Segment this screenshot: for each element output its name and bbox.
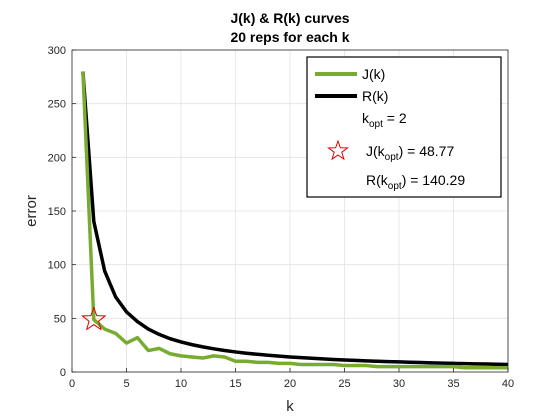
ticks: 0 5 10 15 20 25 30 35 40 0 50 100 150 200 250 300 — [48, 45, 514, 390]
chart-title-line-1: J(k) & R(k) curves — [230, 10, 349, 26]
kopt-sub: opt — [369, 119, 383, 130]
y-tick-label: 0 — [60, 367, 66, 379]
rk-value: ) = 140.29 — [402, 172, 466, 188]
jk-sub: opt — [385, 152, 399, 163]
y-tick-label: 300 — [48, 45, 66, 57]
legend-rk: R(kopt) = 140.29 — [366, 172, 465, 192]
legend-label-j: J(k) — [362, 66, 385, 82]
jk-value: ) = 48.77 — [399, 143, 455, 159]
y-axis-label: error — [23, 195, 40, 227]
x-tick-label: 5 — [123, 378, 129, 390]
kopt-prefix: k — [362, 110, 370, 126]
x-tick-label: 0 — [69, 378, 75, 390]
legend-box — [306, 56, 502, 198]
series-line-j — [81, 71, 508, 370]
rk-sub: opt — [388, 181, 402, 192]
y-tick-label: 200 — [48, 152, 66, 164]
x-tick-label: 40 — [502, 378, 514, 390]
marker-layer — [81, 306, 107, 331]
x-tick-label: 20 — [284, 378, 296, 390]
legend-label-r: R(k) — [362, 88, 388, 104]
rk-prefix: R(k — [366, 172, 389, 188]
legend-jk: J(kopt) = 48.77 — [366, 143, 454, 163]
series-line-r — [81, 71, 509, 367]
y-tick-label: 50 — [54, 313, 66, 325]
legend: J(k) R(k) kopt = 2 J(kopt) = 48.77 R(kop… — [306, 56, 502, 198]
y-tick-label: 250 — [48, 99, 66, 111]
optimum-star-marker — [81, 306, 107, 331]
legend-kopt: kopt = 2 — [362, 110, 407, 130]
x-tick-label: 15 — [229, 378, 241, 390]
kopt-value: = 2 — [383, 110, 407, 126]
y-tick-label: 150 — [48, 206, 66, 218]
jk-prefix: J(k — [366, 143, 386, 159]
chart-title-line-2: 20 reps for each k — [230, 29, 349, 45]
x-tick-label: 30 — [393, 378, 405, 390]
series-layer — [81, 71, 509, 370]
legend-star-icon — [327, 139, 349, 161]
x-tick-label: 10 — [175, 378, 187, 390]
x-tick-label: 35 — [447, 378, 459, 390]
y-tick-label: 100 — [48, 260, 66, 272]
x-axis-label: k — [286, 398, 294, 415]
x-tick-label: 25 — [338, 378, 350, 390]
